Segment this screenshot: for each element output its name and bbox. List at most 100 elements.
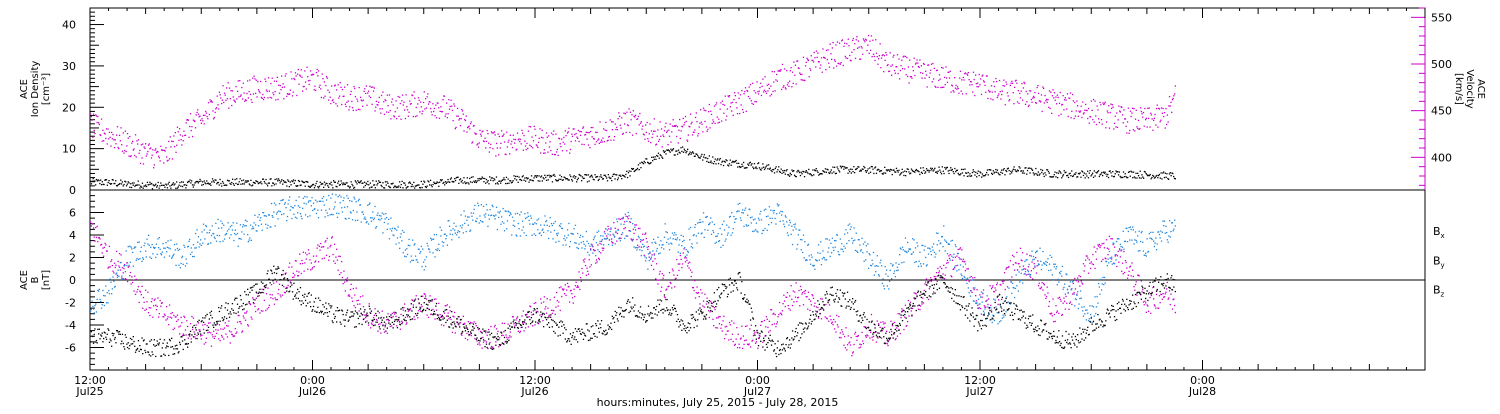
velocity-series-point	[848, 39, 849, 40]
density-series-point	[331, 182, 332, 183]
density-series-point	[372, 180, 373, 181]
by-series-point	[274, 202, 275, 203]
bz-series-point	[791, 299, 792, 300]
bz-series-point	[859, 344, 860, 345]
bz-series-point	[574, 296, 575, 297]
velocity-series-point	[154, 150, 155, 151]
bz-series-point	[183, 316, 184, 317]
bz-series-point	[449, 306, 450, 307]
by-series-point	[326, 199, 327, 200]
velocity-series-point	[495, 155, 496, 156]
bz-series-point	[556, 292, 557, 293]
velocity-series-point	[1102, 102, 1103, 103]
by-series-point	[90, 310, 91, 311]
bz-series-point	[107, 251, 108, 252]
bz-series-point	[347, 277, 348, 278]
density-series-point	[695, 156, 696, 157]
velocity-series-point	[520, 139, 521, 140]
velocity-series-point	[1136, 126, 1137, 127]
velocity-series-point	[495, 134, 496, 135]
velocity-series-point	[173, 135, 174, 136]
density-series-point	[980, 172, 981, 173]
by-series-point	[325, 210, 326, 211]
by-series-point	[455, 233, 456, 234]
bz-series-point	[432, 309, 433, 310]
velocity-series-point	[833, 67, 834, 68]
bz-series-point	[847, 344, 848, 345]
density-series-point	[1049, 173, 1050, 174]
density-series-point	[1130, 176, 1131, 177]
bz-series-point	[821, 318, 822, 319]
velocity-series-point	[570, 149, 571, 150]
density-series-point	[422, 187, 423, 188]
density-series-point	[1016, 171, 1017, 172]
bz-series-point	[919, 309, 920, 310]
velocity-series-point	[1062, 104, 1063, 105]
bz-series-point	[1154, 304, 1155, 305]
velocity-series-point	[665, 123, 666, 124]
velocity-series-point	[1078, 116, 1079, 117]
density-series-point	[925, 171, 926, 172]
density-series-point	[741, 164, 742, 165]
bz-series-point	[1084, 270, 1085, 271]
bz-series-point	[620, 219, 621, 220]
density-series-point	[832, 173, 833, 174]
density-series-point	[184, 184, 185, 185]
density-series-point	[1080, 177, 1081, 178]
density-series-point	[143, 188, 144, 189]
velocity-series-point	[445, 113, 446, 114]
velocity-series-point	[620, 125, 621, 126]
bz-series-point	[162, 302, 163, 303]
density-series-point	[629, 170, 630, 171]
bz-series-point	[675, 278, 676, 279]
bz-series-point	[943, 265, 944, 266]
density-series-point	[375, 187, 376, 188]
density-series-point	[633, 168, 634, 169]
velocity-series-point	[1006, 84, 1007, 85]
velocity-series-point	[683, 124, 684, 125]
bz-series-point	[495, 325, 496, 326]
bz-series-point	[739, 347, 740, 348]
velocity-series-point	[235, 86, 236, 87]
bz-series-point	[303, 252, 304, 253]
velocity-series-point	[522, 133, 523, 134]
velocity-series-point	[812, 60, 813, 61]
by-series-point	[355, 220, 356, 221]
bz-series-point	[871, 314, 872, 315]
velocity-series-point	[1017, 101, 1018, 102]
bz-series-point	[686, 260, 687, 261]
velocity-series-point	[399, 97, 400, 98]
density-series-point	[1139, 177, 1140, 178]
velocity-series-point	[809, 76, 810, 77]
velocity-series-point	[750, 84, 751, 85]
bz-series-point	[1094, 268, 1095, 269]
velocity-series-point	[925, 71, 926, 72]
density-series-point	[551, 176, 552, 177]
density-series-point	[1142, 176, 1143, 177]
bz-series-point	[877, 320, 878, 321]
bz-series-point	[1154, 305, 1155, 306]
velocity-series-point	[877, 56, 878, 57]
velocity-series-point	[772, 71, 773, 72]
velocity-series-point	[683, 118, 684, 119]
velocity-series-point	[907, 76, 908, 77]
density-series-point	[569, 174, 570, 175]
by-series-point	[360, 204, 361, 205]
velocity-series-point	[374, 110, 375, 111]
velocity-series-point	[1020, 97, 1021, 98]
velocity-series-point	[349, 106, 350, 107]
bz-series-point	[1013, 264, 1014, 265]
density-series-point	[903, 175, 904, 176]
bz-series-point	[403, 309, 404, 310]
density-series-point	[504, 179, 505, 180]
density-tick-label: 10	[62, 143, 76, 156]
velocity-series-point	[509, 153, 510, 154]
density-series-point	[1036, 173, 1037, 174]
velocity-series-point	[780, 69, 781, 70]
density-series-point	[704, 154, 705, 155]
bz-series-point	[921, 294, 922, 295]
velocity-series-point	[239, 80, 240, 81]
by-series-point	[436, 234, 437, 235]
velocity-series-point	[881, 58, 882, 59]
velocity-tick-label: 500	[1431, 58, 1452, 71]
